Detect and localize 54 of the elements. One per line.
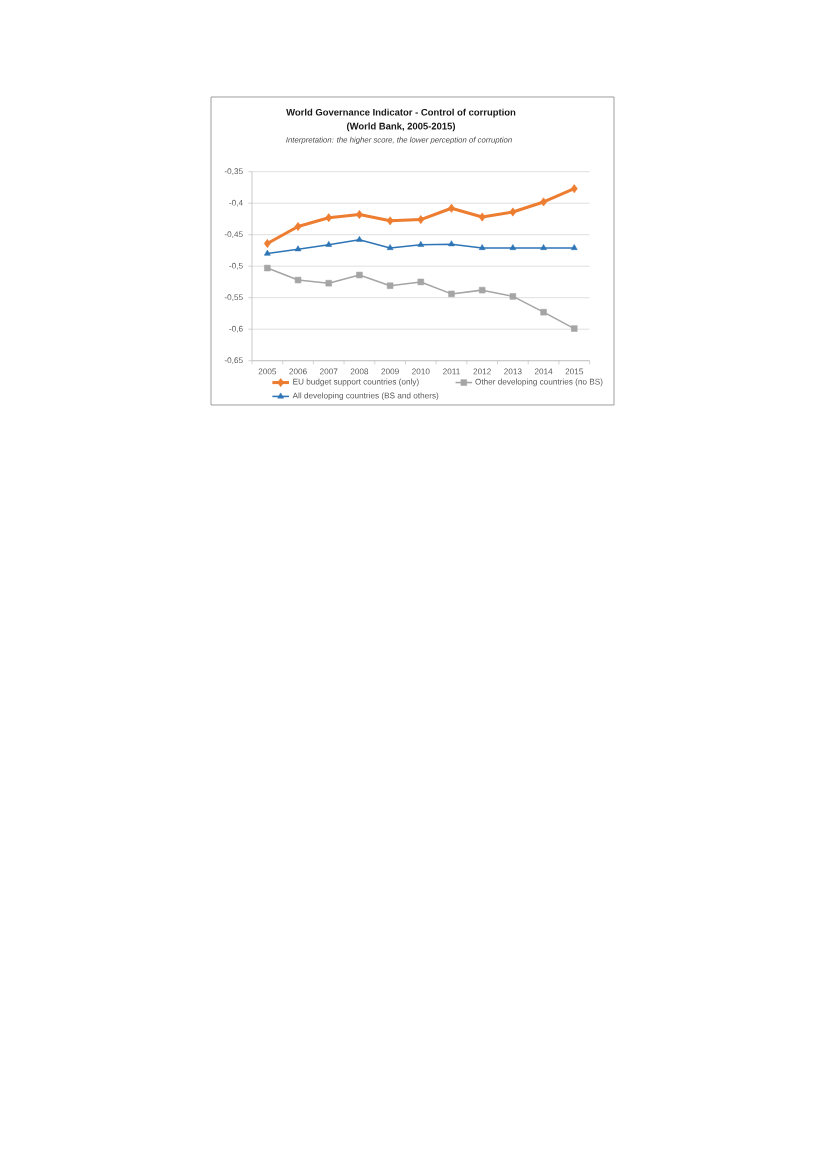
legend-label: Other developing countries (no BS) (475, 378, 603, 387)
point (448, 203, 455, 213)
point (417, 241, 425, 247)
point (509, 244, 517, 250)
point (448, 290, 455, 298)
x-tick-label: 2009 (381, 368, 399, 375)
x-tick-label: 2011 (443, 368, 460, 375)
point (448, 240, 455, 247)
x-tick-label: 2012 (473, 368, 491, 375)
y-tick-label: -0,55 (224, 294, 243, 302)
point (325, 280, 332, 287)
chart-title: World Governance Indicator - Control of corruption (World Bank, 2005-2015) (286, 108, 516, 132)
point (570, 184, 578, 194)
point (294, 276, 302, 284)
y-tick-label: -0,6 (229, 325, 243, 333)
point (417, 215, 425, 225)
point (540, 197, 547, 207)
point (540, 244, 547, 250)
y-tick-label: -0,65 (224, 357, 243, 365)
point (478, 212, 486, 222)
x-tick-label: 2007 (320, 368, 338, 375)
point (386, 282, 394, 289)
y-tick-label: -0,5 (229, 262, 243, 270)
point (325, 241, 333, 247)
y-tick-label: -0,4 (229, 199, 243, 207)
point (509, 293, 517, 300)
point (264, 249, 271, 256)
x-tick-label: 2008 (350, 368, 369, 375)
x-tick-label: 2013 (504, 368, 522, 375)
point (386, 216, 394, 226)
legend-label: EU budget support countries (only) (293, 378, 419, 387)
point (478, 286, 486, 294)
point (294, 245, 302, 252)
point (540, 308, 547, 316)
point (417, 278, 424, 286)
point (294, 222, 302, 231)
y-tick-label: -0,35 (224, 168, 243, 176)
legend-label: All developing countries (BS and others) (292, 392, 439, 401)
x-tick-label: 2010 (412, 368, 430, 375)
y-tick-label: -0,45 (224, 231, 243, 239)
point (509, 207, 517, 217)
point (356, 235, 363, 242)
x-tick-label: 2005 (258, 368, 277, 375)
point (356, 210, 363, 219)
x-tick-label: 2006 (289, 368, 307, 375)
x-tick-label: 2014 (534, 368, 553, 375)
point (264, 264, 271, 272)
point (356, 271, 363, 279)
point (263, 239, 271, 248)
point (570, 244, 578, 250)
point (478, 244, 486, 250)
point (386, 244, 394, 250)
x-tick-label: 2015 (565, 368, 584, 375)
point (571, 325, 578, 332)
